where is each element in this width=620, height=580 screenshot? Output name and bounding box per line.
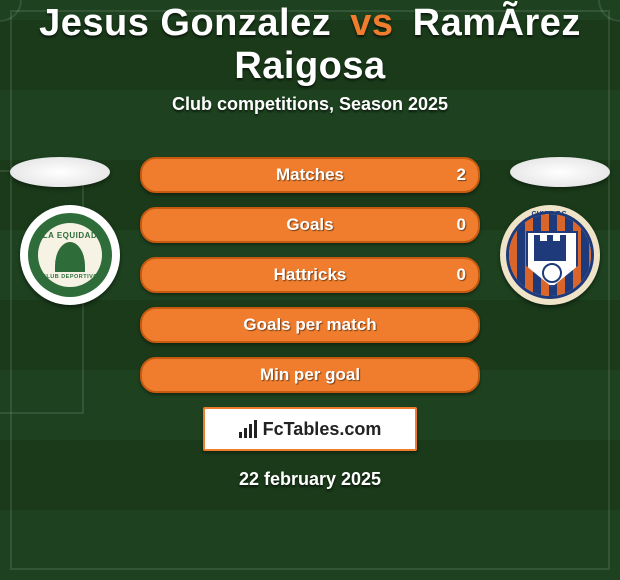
flag-player-2 <box>510 157 610 187</box>
stat-row-hattricks: Hattricks 0 <box>140 257 480 293</box>
crest-left-label-2: CLUB DEPORTIVO <box>42 274 98 280</box>
branding-badge: FcTables.com <box>203 407 417 451</box>
stat-hattricks-b: 0 <box>457 265 466 285</box>
stat-rows: Matches 2 Goals 0 Hattricks 0 Goals per … <box>140 157 480 393</box>
stat-matches-b: 2 <box>457 165 466 185</box>
crest-chico-fc: CHICO F.C. <box>500 205 600 305</box>
stats-panel: LA EQUIDAD CLUB DEPORTIVO CHICO F.C. Mat… <box>0 157 620 490</box>
stat-hattricks-label: Hattricks <box>274 265 347 285</box>
title-player-1: Jesus Gonzalez <box>39 2 331 44</box>
subtitle: Club competitions, Season 2025 <box>0 94 620 115</box>
stat-mpg-label: Min per goal <box>260 365 360 385</box>
stat-row-goals-per-match: Goals per match <box>140 307 480 343</box>
stat-matches-label: Matches <box>276 165 344 185</box>
branding-text: FcTables.com <box>263 419 382 440</box>
stat-gpm-label: Goals per match <box>243 315 376 335</box>
crest-la-equidad: LA EQUIDAD CLUB DEPORTIVO <box>20 205 120 305</box>
stat-row-matches: Matches 2 <box>140 157 480 193</box>
page-title: Jesus Gonzalez vs RamÃ­rez Raigosa <box>0 0 620 88</box>
date: 22 february 2025 <box>0 469 620 490</box>
stat-goals-b: 0 <box>457 215 466 235</box>
bar-chart-icon <box>239 420 257 438</box>
flag-player-1 <box>10 157 110 187</box>
title-vs: vs <box>350 2 393 44</box>
crest-left-label-1: LA EQUIDAD <box>43 231 97 240</box>
stat-row-goals: Goals 0 <box>140 207 480 243</box>
stat-goals-label: Goals <box>286 215 333 235</box>
stat-row-min-per-goal: Min per goal <box>140 357 480 393</box>
